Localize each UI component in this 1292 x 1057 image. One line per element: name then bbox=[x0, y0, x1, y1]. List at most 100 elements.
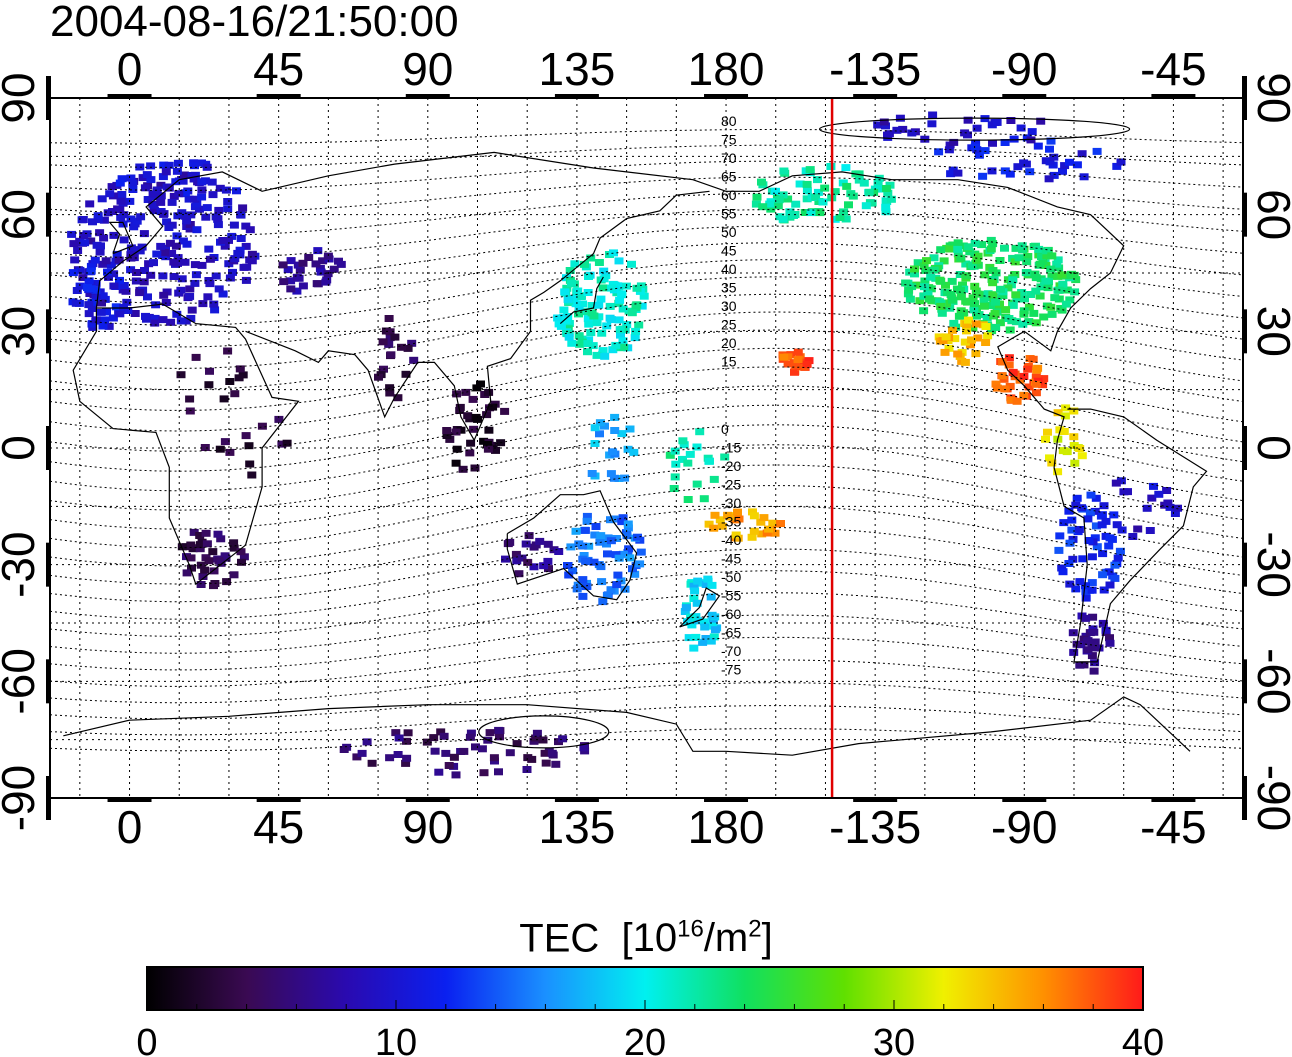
tec-cell bbox=[146, 271, 156, 279]
tec-cell bbox=[592, 351, 602, 359]
contour-label: -65 bbox=[721, 625, 741, 641]
tec-cell bbox=[1070, 288, 1080, 296]
tec-cell bbox=[583, 348, 592, 356]
contour-label: -40 bbox=[721, 532, 741, 548]
tec-cell bbox=[315, 265, 325, 272]
x-tick-label-top: -45 bbox=[1140, 43, 1206, 95]
tec-cell bbox=[390, 333, 400, 341]
tec-cell bbox=[580, 260, 589, 268]
contour-label: 20 bbox=[721, 335, 737, 351]
tec-cell bbox=[1081, 594, 1091, 602]
tec-cell bbox=[184, 195, 194, 203]
tec-cell bbox=[541, 759, 551, 767]
tec-cell bbox=[1033, 142, 1043, 150]
tec-cell bbox=[1104, 542, 1114, 550]
tec-cell bbox=[181, 317, 191, 325]
tec-cell bbox=[597, 329, 607, 337]
tec-cell bbox=[208, 191, 218, 199]
tec-cell bbox=[720, 453, 730, 461]
tec-cell bbox=[172, 167, 182, 175]
tec-cell bbox=[523, 558, 533, 566]
tec-cell bbox=[1078, 555, 1088, 563]
tec-cell bbox=[93, 212, 103, 220]
tec-cell bbox=[185, 292, 195, 300]
tec-cell bbox=[903, 290, 913, 298]
tec-cell bbox=[770, 529, 780, 537]
tec-cell bbox=[606, 516, 615, 524]
tec-cell bbox=[778, 191, 788, 199]
tec-cell bbox=[161, 244, 170, 252]
tec-cell bbox=[543, 557, 553, 565]
tec-cell bbox=[489, 754, 499, 762]
contour-label: -50 bbox=[721, 569, 741, 585]
tec-cell bbox=[1119, 488, 1129, 496]
tec-cell bbox=[991, 380, 1001, 388]
tec-cell bbox=[873, 121, 883, 129]
tec-cell bbox=[608, 280, 618, 288]
tec-cell bbox=[1069, 433, 1079, 441]
tec-cell bbox=[986, 302, 996, 309]
tec-cell bbox=[169, 273, 179, 280]
tec-cell bbox=[580, 526, 590, 534]
tec-cell bbox=[187, 564, 196, 572]
tec-cell bbox=[1075, 445, 1085, 452]
frame-tick bbox=[1242, 309, 1247, 354]
tec-cell bbox=[1010, 258, 1020, 266]
tec-cell bbox=[225, 448, 235, 456]
tec-cell bbox=[693, 577, 703, 585]
tec-cell bbox=[1001, 306, 1011, 314]
tec-cell bbox=[1111, 479, 1121, 487]
tec-cell bbox=[215, 184, 225, 192]
tec-cell bbox=[459, 747, 469, 755]
tec-cell bbox=[100, 295, 110, 303]
tec-cell bbox=[104, 273, 113, 281]
frame-tick bbox=[1242, 426, 1247, 470]
tec-cell bbox=[988, 139, 997, 147]
tec-cell bbox=[873, 179, 883, 187]
tec-cell bbox=[494, 768, 503, 776]
contour-line bbox=[49, 160, 1244, 191]
tec-cell bbox=[1091, 522, 1101, 530]
tec-cell bbox=[967, 261, 977, 269]
contour-label: 45 bbox=[721, 243, 737, 259]
coastline bbox=[108, 221, 134, 255]
tec-cell bbox=[785, 208, 795, 216]
tec-cell bbox=[925, 295, 934, 303]
tec-cell bbox=[108, 314, 118, 322]
tec-cell bbox=[1022, 258, 1032, 266]
tec-cell bbox=[394, 734, 404, 742]
tec-cell bbox=[458, 465, 468, 473]
tec-cell bbox=[949, 138, 959, 146]
tec-cell bbox=[451, 428, 461, 436]
tec-cell bbox=[1052, 260, 1062, 268]
tec-cell bbox=[841, 215, 851, 223]
tec-cell bbox=[948, 326, 957, 334]
tec-cell bbox=[339, 746, 349, 753]
tec-cell bbox=[963, 131, 972, 139]
frame-tick bbox=[1242, 76, 1247, 120]
tec-cell bbox=[567, 339, 577, 347]
tec-cell bbox=[86, 267, 96, 275]
tec-cell bbox=[901, 279, 911, 287]
tec-cell bbox=[213, 215, 223, 223]
tec-cell bbox=[403, 344, 413, 352]
tec-cell bbox=[1084, 537, 1094, 544]
tec-cell bbox=[119, 282, 129, 289]
frame-tick bbox=[554, 94, 599, 99]
tec-cell bbox=[1010, 271, 1020, 278]
tec-cell bbox=[403, 729, 413, 737]
tec-cell bbox=[245, 460, 255, 468]
tec-cell bbox=[1055, 532, 1065, 540]
tec-cell bbox=[1046, 303, 1056, 311]
tec-cell bbox=[128, 186, 138, 193]
tec-cell bbox=[367, 759, 377, 767]
tec-cell bbox=[484, 388, 494, 396]
tec-cell bbox=[1112, 521, 1122, 529]
tec-cell bbox=[385, 389, 395, 397]
tec-cell bbox=[756, 518, 766, 526]
tec-cell bbox=[115, 206, 125, 214]
tec-cell bbox=[969, 306, 979, 314]
tec-cell bbox=[560, 288, 570, 296]
tec-cell bbox=[610, 413, 620, 421]
tec-cell bbox=[207, 178, 217, 186]
